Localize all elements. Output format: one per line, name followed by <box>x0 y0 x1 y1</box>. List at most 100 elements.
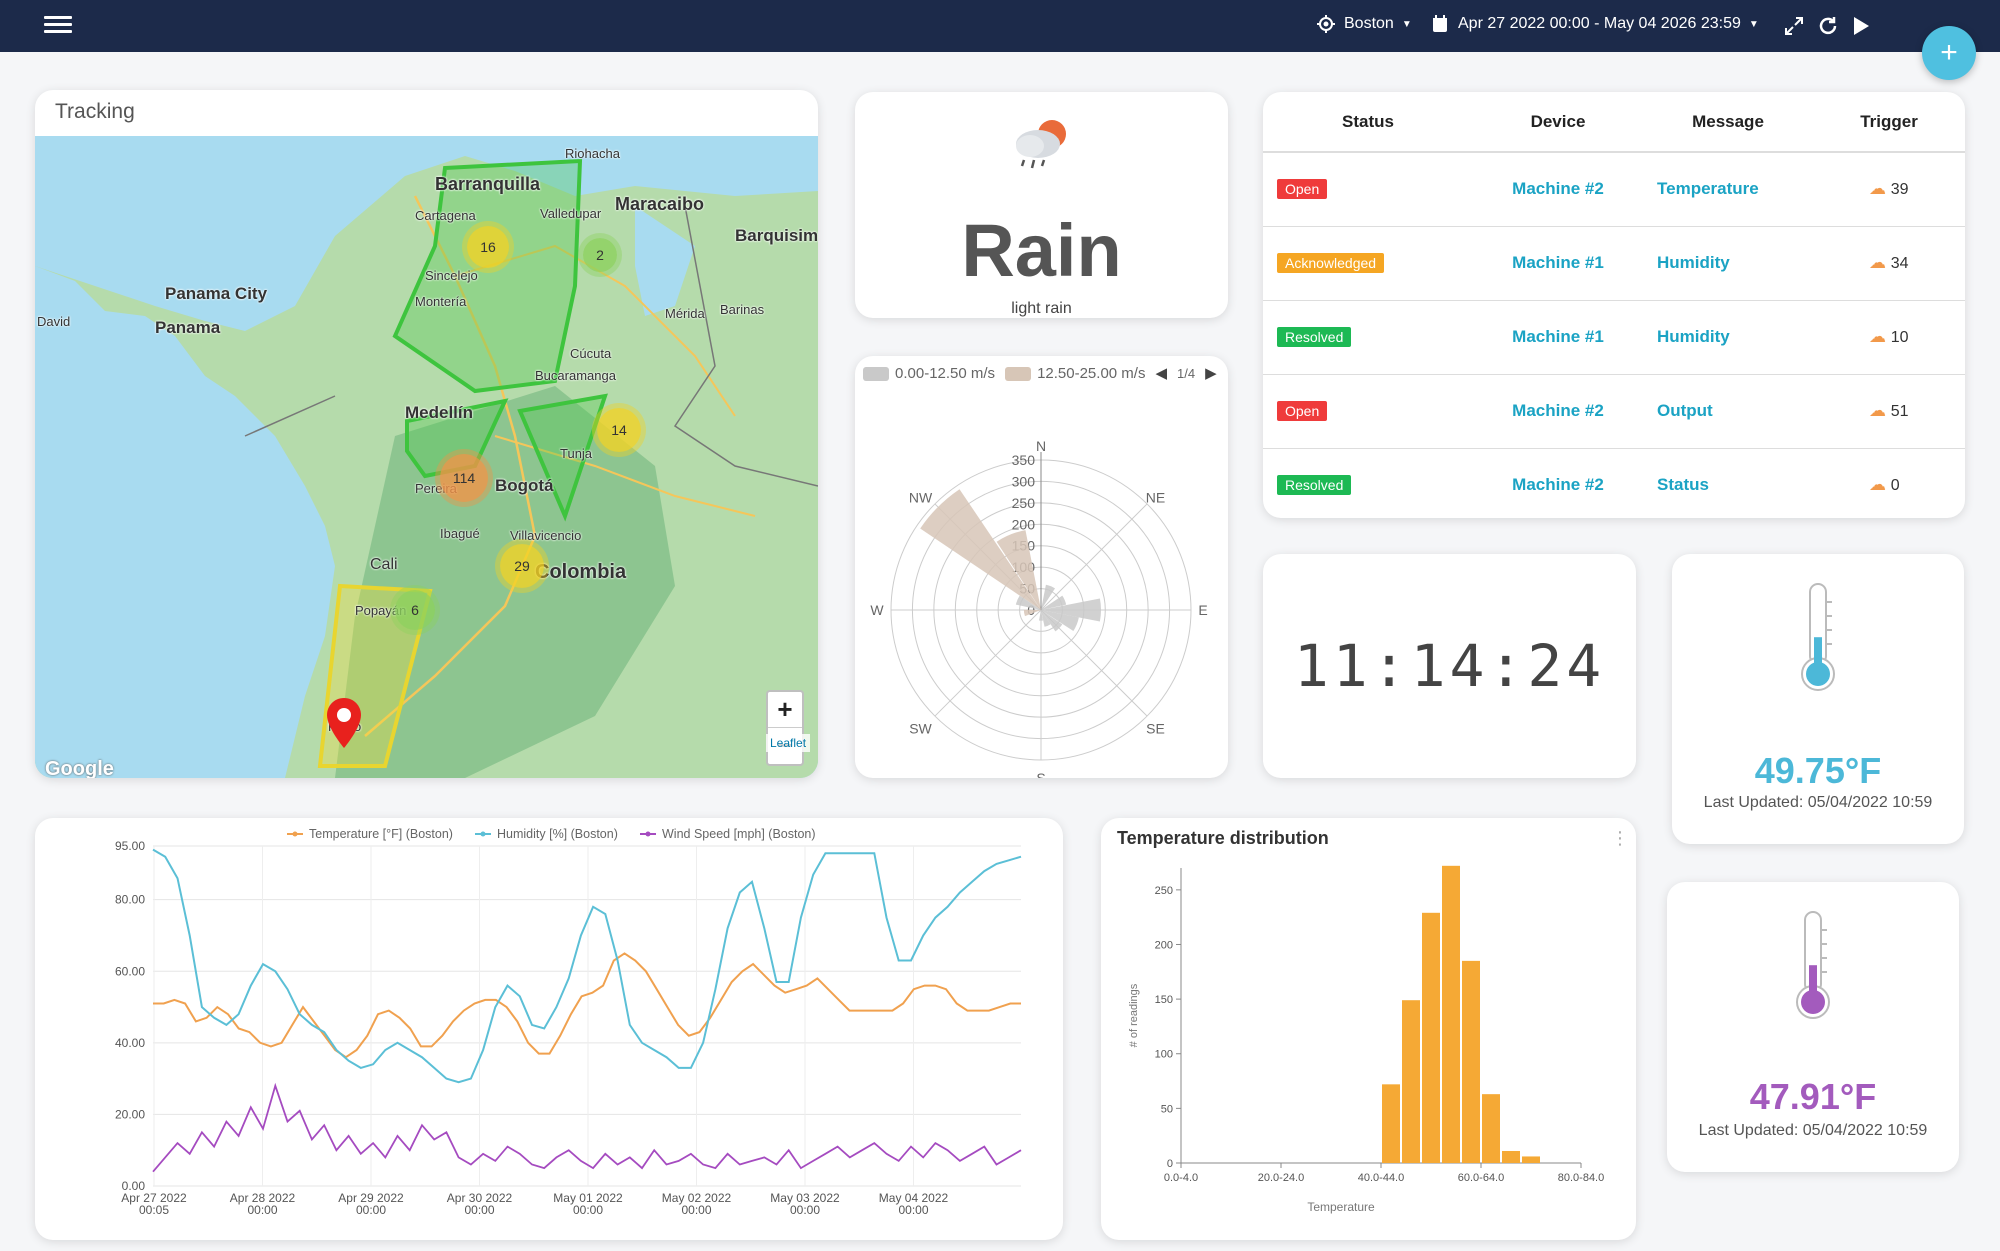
trigger-value: 39 <box>1890 181 1909 199</box>
message-link[interactable]: Temperature <box>1657 179 1759 199</box>
histogram-bar[interactable] <box>1422 912 1440 1163</box>
marker-cluster[interactable]: 2 <box>583 238 617 272</box>
x-tick-label: May 03 2022 <box>770 1191 840 1205</box>
wind-rose-petal[interactable] <box>1023 609 1041 617</box>
device-link[interactable]: Machine #2 <box>1512 401 1604 420</box>
y-tick-label: 20.00 <box>115 1107 145 1121</box>
location-label: Boston <box>1344 15 1394 32</box>
highway-road <box>494 435 756 517</box>
histogram-bar[interactable] <box>1502 1150 1520 1163</box>
location-pin-icon[interactable] <box>324 696 364 750</box>
add-widget-button[interactable]: + <box>1922 26 1976 80</box>
last-updated-label: Last Updated: 05/04/2022 10:59 <box>1698 1122 1928 1139</box>
y-tick-label: 100 <box>1155 1049 1173 1061</box>
weather-description: light rain <box>1011 300 1072 317</box>
wind-rose-petal[interactable] <box>1041 610 1063 632</box>
x-tick-label: 00:05 <box>139 1203 169 1217</box>
histogram-bar[interactable] <box>1462 960 1480 1163</box>
legend-next-arrow-icon[interactable]: ▶ <box>1205 365 1217 382</box>
map-canvas[interactable]: Barranquilla Maracaibo Barquisim Riohacha Va… <box>35 136 818 778</box>
wind-rose-petal[interactable] <box>1041 598 1101 622</box>
legend-label[interactable]: Wind Speed [mph] (Boston) <box>662 827 816 841</box>
device-link[interactable]: Machine #2 <box>1512 179 1604 199</box>
wind-rose-petal[interactable] <box>1041 584 1056 610</box>
x-tick-label: 00:00 <box>573 1203 603 1217</box>
alarm-row[interactable]: Acknowledged Machine #1 Humidity ☁ 34 <box>1263 226 1965 301</box>
message-cell: Temperature <box>1643 152 1813 227</box>
marker-cluster[interactable]: 6 <box>395 590 435 630</box>
legend-marker <box>292 831 298 837</box>
device-link[interactable]: Machine #1 <box>1512 327 1604 346</box>
device-link[interactable]: Machine #2 <box>1512 475 1604 494</box>
map-city-label: Montería <box>415 294 467 309</box>
histogram-bar[interactable] <box>1402 1000 1420 1163</box>
geofence-polygon[interactable] <box>392 158 583 394</box>
column-header-status[interactable]: Status <box>1263 92 1473 153</box>
wind-rose-petal[interactable] <box>1041 595 1067 610</box>
map-city-label: Bucaramanga <box>535 368 616 383</box>
map-city-label: Panama <box>155 318 221 337</box>
alarm-row[interactable]: Resolved Machine #1 Humidity ☁ 10 <box>1263 300 1965 375</box>
rain-cloud-sun-icon <box>1016 120 1066 169</box>
device-cell: Machine #2 <box>1473 374 1643 449</box>
histogram-bar[interactable] <box>1382 1084 1400 1163</box>
temperature-value: 49.75°F <box>1754 750 1882 791</box>
wind-rose-petal[interactable] <box>1015 595 1041 610</box>
device-cell: Machine #2 <box>1473 152 1643 227</box>
status-cell: Open <box>1263 374 1473 449</box>
legend-prev-arrow-icon[interactable]: ◀ <box>1155 365 1168 382</box>
map-city-label: Mérida <box>665 306 705 321</box>
zoom-in-button[interactable]: + <box>768 692 802 728</box>
series-line[interactable] <box>152 848 1022 1084</box>
alarm-icon: ☁ <box>1869 179 1886 199</box>
leaflet-attribution[interactable]: Leaflet <box>766 734 811 752</box>
column-header-device[interactable]: Device <box>1473 92 1643 153</box>
legend-label[interactable]: Humidity [%] (Boston) <box>497 827 618 841</box>
play-icon[interactable] <box>1851 15 1871 37</box>
histogram-bar[interactable] <box>1522 1156 1540 1163</box>
sensor-line-chart: Temperature [°F] (Boston) Humidity [%] (B… <box>115 827 1022 1217</box>
legend-label[interactable]: Temperature [°F] (Boston) <box>309 827 453 841</box>
wind-rose-petal[interactable] <box>920 489 1041 610</box>
message-link[interactable]: Output <box>1657 401 1713 420</box>
series-line[interactable] <box>152 1082 1022 1173</box>
alarm-row[interactable]: Open Machine #2 Output ☁ 51 <box>1263 374 1965 449</box>
alarm-row[interactable]: Open Machine #2 Temperature ☁ 39 <box>1263 152 1965 227</box>
geofence-polygon[interactable] <box>517 393 608 522</box>
message-link[interactable]: Status <box>1657 475 1709 494</box>
histogram-bar[interactable] <box>1442 865 1460 1163</box>
menu-icon[interactable] <box>44 12 72 40</box>
map-city-label: Cúcuta <box>570 346 612 361</box>
series-line[interactable] <box>153 952 1021 1059</box>
marker-cluster[interactable]: 29 <box>500 544 544 588</box>
legend-item[interactable]: 0.00-12.50 m/s <box>863 365 995 382</box>
refresh-icon[interactable] <box>1817 15 1839 37</box>
expand-icon[interactable] <box>1784 16 1804 36</box>
x-tick-label: 0.0-4.0 <box>1164 1172 1198 1184</box>
alarm-row[interactable]: Resolved Machine #2 Status ☁ 0 <box>1263 448 1965 518</box>
column-header-message[interactable]: Message <box>1643 92 1813 153</box>
y-tick-label: 80.00 <box>115 893 145 907</box>
map-city-label: Valledupar <box>540 206 602 221</box>
wind-direction-label: NE <box>1146 490 1165 506</box>
marker-cluster[interactable]: 114 <box>440 454 488 502</box>
legend-item[interactable]: 12.50-25.00 m/s <box>1005 365 1145 382</box>
wind-rose-petal[interactable] <box>1041 610 1079 632</box>
histogram-bar[interactable] <box>1482 1094 1500 1163</box>
trigger-value: 10 <box>1890 329 1909 346</box>
date-range-picker[interactable]: Apr 27 2022 00:00 - May 04 2026 23:59 ▼ <box>1430 14 1759 34</box>
location-selector[interactable]: Boston ▼ <box>1316 14 1412 34</box>
map-city-label: Villavicencio <box>510 528 582 543</box>
x-tick-label: 00:00 <box>464 1203 494 1217</box>
marker-cluster[interactable]: 16 <box>467 226 509 268</box>
more-vert-icon[interactable]: ⋮ <box>1611 828 1629 848</box>
wind-rose-petal[interactable] <box>1038 610 1044 621</box>
wind-rose-petal[interactable] <box>1041 610 1051 627</box>
device-link[interactable]: Machine #1 <box>1512 253 1604 272</box>
message-link[interactable]: Humidity <box>1657 327 1730 346</box>
column-header-trigger[interactable]: Trigger <box>1813 92 1965 153</box>
wind-rose-petal[interactable] <box>996 530 1041 610</box>
x-tick-label: 60.0-64.0 <box>1458 1172 1504 1184</box>
marker-cluster[interactable]: 14 <box>597 408 641 452</box>
message-link[interactable]: Humidity <box>1657 253 1730 272</box>
